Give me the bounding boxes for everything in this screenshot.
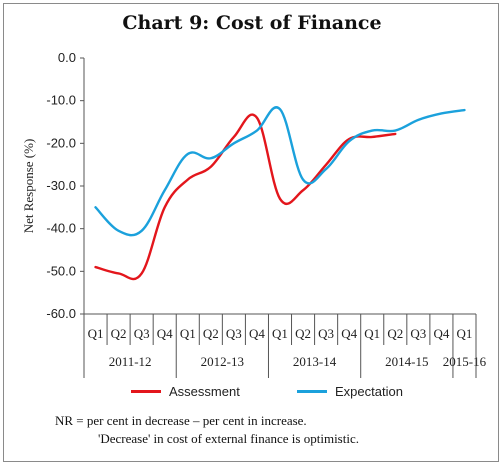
x-tick-label: Q1: [88, 326, 104, 341]
legend-label-assessment: Assessment: [169, 384, 240, 399]
x-tick-label: Q1: [457, 326, 473, 341]
x-tick-label: Q2: [387, 326, 403, 341]
x-group-label: 2014-15: [385, 354, 428, 369]
x-tick-label: Q4: [157, 326, 173, 341]
x-group-label: 2013-14: [293, 354, 337, 369]
chart-frame: [3, 3, 499, 462]
series-line-expectation: [94, 106, 466, 237]
x-tick-label: Q2: [295, 326, 311, 341]
chart-axes: 0.0 -10.0 -20.0 -30.0 -40.0 -50.0 -60.0 Net Res…: [21, 50, 487, 378]
y-tick-label: 0.0: [58, 50, 76, 65]
series-line-assessment: [94, 113, 397, 281]
x-tick-label: Q3: [318, 326, 334, 341]
x-tick-label: Q1: [272, 326, 288, 341]
x-tick-label: Q2: [203, 326, 219, 341]
x-tick-label: Q3: [134, 326, 150, 341]
chart-lines: [94, 106, 466, 281]
legend-item-assessment: Assessment: [131, 384, 240, 399]
x-tick-label: Q3: [226, 326, 242, 341]
x-tick-label: Q4: [249, 326, 265, 341]
x-group-label: 2012-13: [201, 354, 244, 369]
y-tick-label: -60.0: [46, 306, 76, 321]
x-tick-label: Q1: [180, 326, 196, 341]
x-group-label: 2011-12: [109, 354, 152, 369]
x-tick-label: Q4: [433, 326, 449, 341]
x-group-label: 2015-16: [443, 354, 487, 369]
y-tick-label: -20.0: [46, 135, 76, 150]
legend-swatch-assessment: [131, 390, 161, 393]
y-tick-label: -30.0: [46, 178, 76, 193]
y-tick-label: -50.0: [46, 263, 76, 278]
x-tick-label: Q4: [341, 326, 357, 341]
note-line-2: 'Decrease' in cost of external finance i…: [98, 431, 359, 446]
y-tick-label: -10.0: [46, 93, 76, 108]
note-line-1: NR = per cent in decrease – per cent in …: [55, 413, 307, 428]
legend-swatch-expectation: [297, 390, 327, 393]
chart-title: Chart 9: Cost of Finance: [122, 12, 382, 34]
x-tick-label: Q2: [111, 326, 127, 341]
chart-legend: Assessment Expectation: [0, 384, 504, 402]
legend-label-expectation: Expectation: [335, 384, 403, 399]
x-tick-label: Q3: [410, 326, 426, 341]
legend-item-expectation: Expectation: [297, 384, 403, 399]
y-tick-label: -40.0: [46, 221, 76, 236]
y-axis-title: Net Response (%): [21, 139, 36, 234]
x-tick-label: Q1: [364, 326, 380, 341]
